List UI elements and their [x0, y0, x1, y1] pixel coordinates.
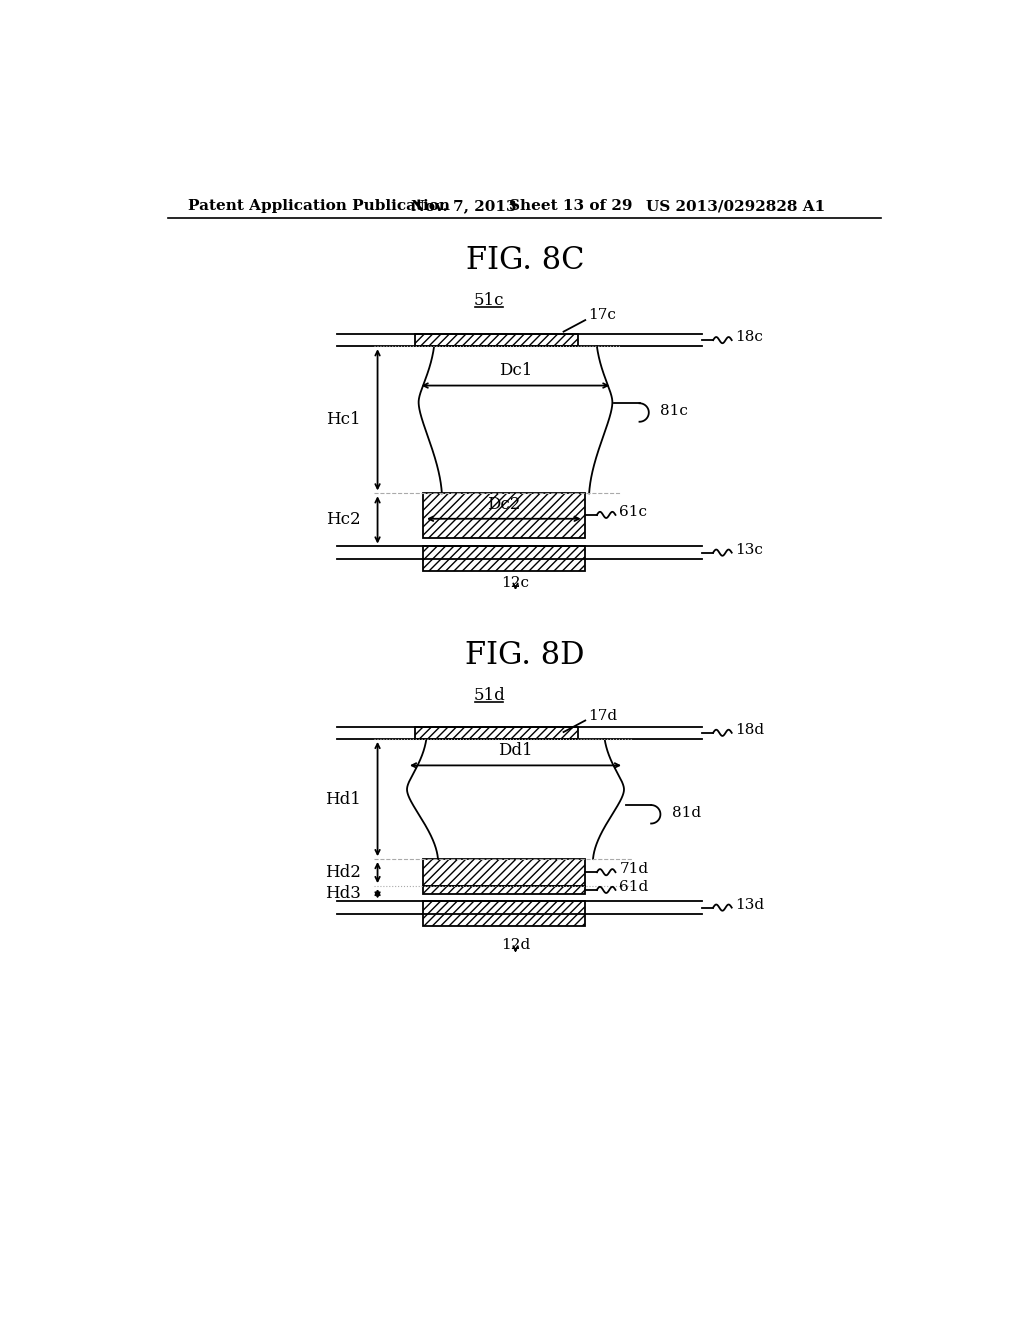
- Text: FIG. 8C: FIG. 8C: [466, 244, 584, 276]
- Text: 13c: 13c: [735, 543, 764, 557]
- Text: 18c: 18c: [735, 330, 764, 345]
- Text: Hd1: Hd1: [325, 791, 360, 808]
- Text: 81c: 81c: [660, 404, 688, 418]
- Text: Hd3: Hd3: [325, 886, 360, 903]
- Bar: [423, 902, 586, 927]
- Text: 13d: 13d: [735, 898, 765, 912]
- Text: Nov. 7, 2013: Nov. 7, 2013: [411, 199, 516, 213]
- Text: 61d: 61d: [620, 880, 648, 894]
- Bar: [415, 334, 578, 346]
- Bar: [423, 546, 586, 572]
- Text: Hc1: Hc1: [326, 412, 360, 428]
- Text: 51c: 51c: [474, 292, 505, 309]
- Text: Dc2: Dc2: [487, 495, 520, 512]
- Bar: [423, 494, 586, 539]
- Text: 17d: 17d: [589, 709, 617, 723]
- Text: FIG. 8D: FIG. 8D: [465, 640, 585, 671]
- Text: US 2013/0292828 A1: US 2013/0292828 A1: [646, 199, 825, 213]
- Text: 17c: 17c: [589, 309, 616, 322]
- Text: 18d: 18d: [735, 723, 765, 737]
- Bar: [423, 859, 586, 886]
- Text: Patent Application Publication: Patent Application Publication: [188, 199, 451, 213]
- Text: 71d: 71d: [620, 862, 648, 876]
- Text: 81d: 81d: [672, 805, 701, 820]
- Text: Hd2: Hd2: [325, 865, 360, 880]
- Text: Dc1: Dc1: [499, 363, 532, 379]
- Text: Hc2: Hc2: [326, 511, 360, 528]
- Text: Sheet 13 of 29: Sheet 13 of 29: [509, 199, 633, 213]
- Text: 61c: 61c: [620, 504, 647, 519]
- Text: Dd1: Dd1: [499, 742, 532, 759]
- Text: 51d: 51d: [473, 688, 505, 705]
- Bar: [423, 886, 586, 894]
- Text: 12c: 12c: [502, 576, 529, 590]
- Bar: [415, 726, 578, 739]
- Text: 12d: 12d: [501, 939, 530, 953]
